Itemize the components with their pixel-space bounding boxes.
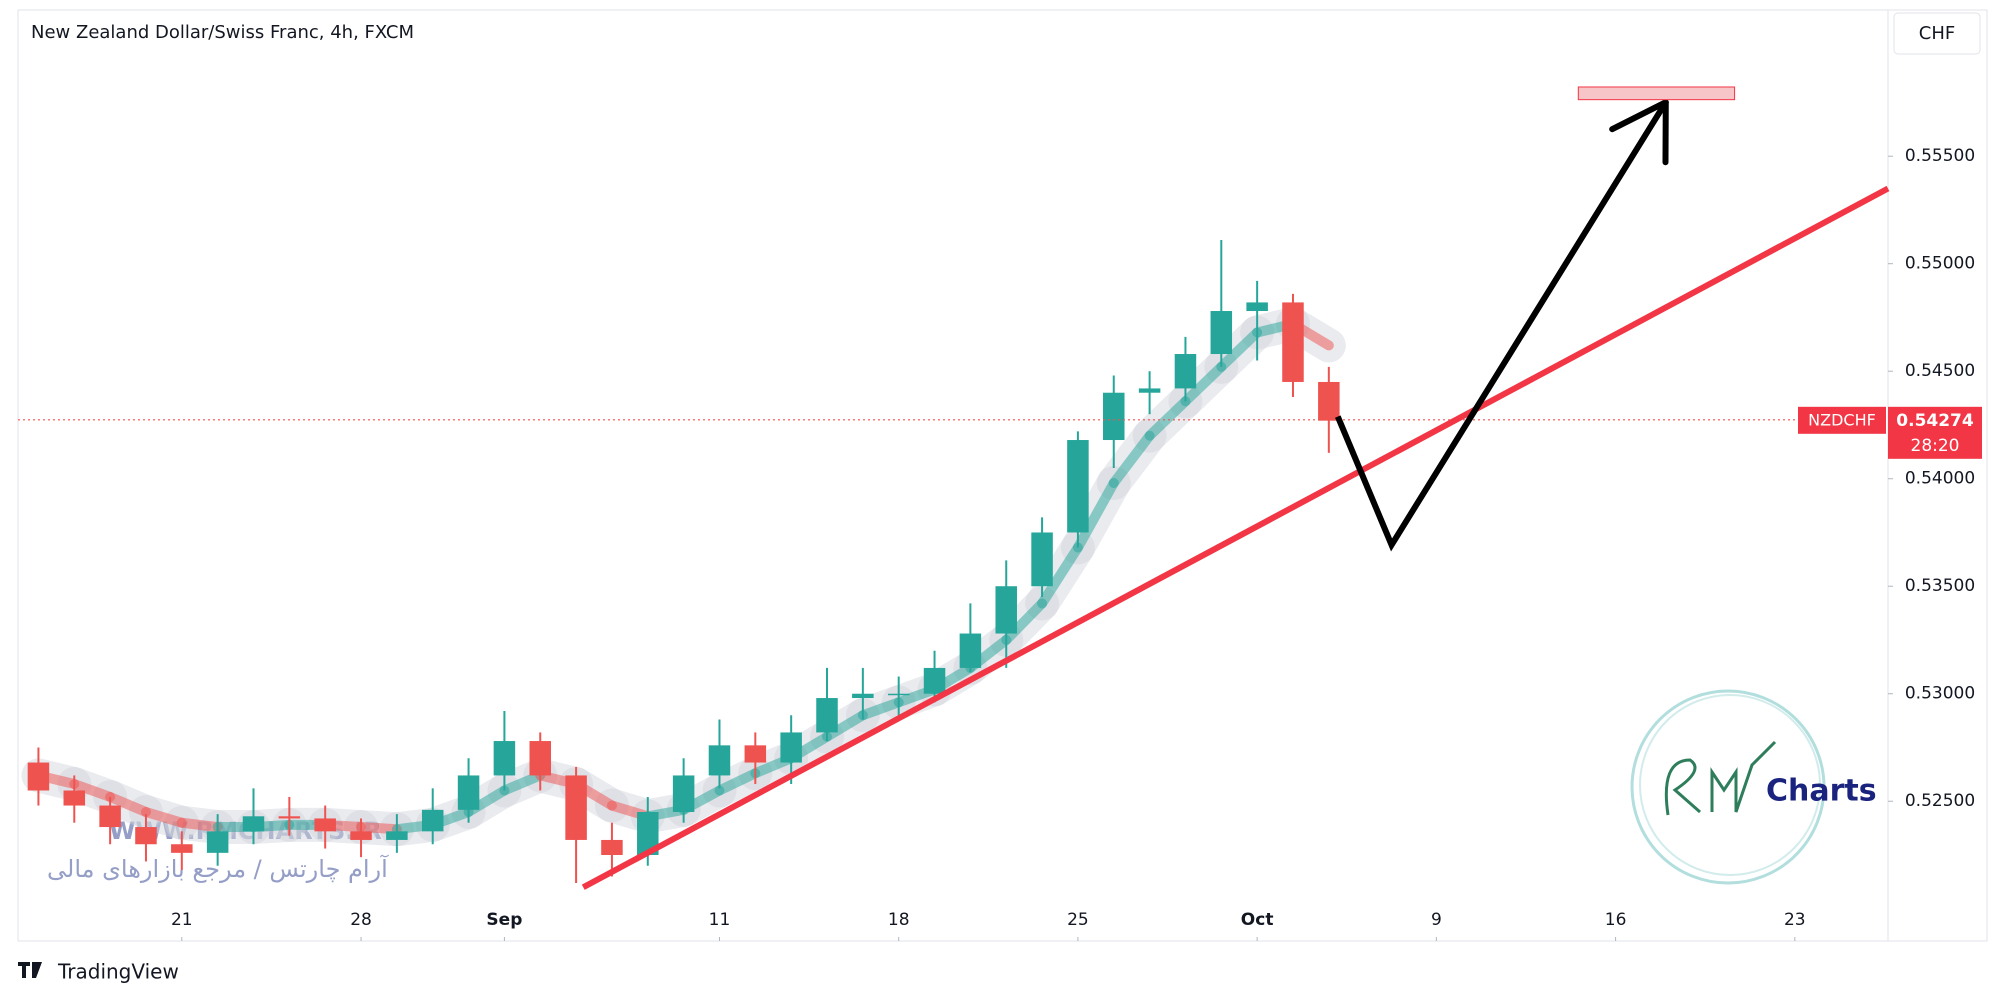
- currency-label[interactable]: CHF: [1919, 23, 1955, 44]
- candle-body: [852, 694, 874, 698]
- y-tick-label: 0.55500: [1905, 146, 1975, 166]
- x-tick-label: 28: [350, 910, 372, 930]
- x-tick-label: 23: [1784, 910, 1806, 930]
- candle-body: [995, 586, 1017, 633]
- candle-body: [673, 775, 695, 812]
- footer-brand: TradingView: [57, 960, 179, 984]
- candle-body: [350, 831, 372, 840]
- price-label: 0.54274: [1896, 411, 1974, 431]
- y-tick-label: 0.55000: [1905, 254, 1975, 274]
- ma-line: [182, 823, 218, 827]
- x-tick-label: 9: [1431, 910, 1442, 930]
- candle-body: [279, 816, 301, 818]
- candle-body: [709, 745, 731, 775]
- symbol-label: NZDCHF: [1808, 410, 1876, 429]
- x-tick-label: 25: [1067, 910, 1089, 930]
- ma-line: [361, 827, 397, 829]
- countdown-label: 28:20: [1911, 436, 1960, 456]
- candle-body: [494, 741, 516, 775]
- candle-body: [1282, 302, 1304, 382]
- candle-body: [135, 827, 157, 844]
- logo-text: Charts: [1766, 774, 1877, 809]
- candle-body: [28, 763, 50, 791]
- candle-body: [243, 816, 265, 831]
- x-tick-label: 18: [888, 910, 910, 930]
- y-tick-label: 0.52500: [1905, 791, 1975, 811]
- candle-body: [601, 840, 623, 855]
- candle-body: [422, 810, 444, 832]
- candle-body: [1211, 311, 1233, 354]
- chart-title: New Zealand Dollar/Swiss Franc, 4h, FXCM: [31, 22, 414, 43]
- candle-body: [1139, 388, 1161, 392]
- x-tick-label: Sep: [486, 910, 522, 930]
- y-tick-label: 0.53000: [1905, 684, 1975, 704]
- chart-frame: [18, 10, 1987, 941]
- candle-body: [1103, 393, 1125, 440]
- candle-body: [565, 775, 587, 840]
- x-tick-label: 11: [709, 910, 731, 930]
- candle-body: [1318, 382, 1340, 421]
- candle-body: [99, 806, 121, 828]
- candle-body: [1175, 354, 1197, 388]
- candle-body: [816, 698, 838, 732]
- candle-body: [458, 775, 480, 809]
- x-tick-label: 16: [1605, 910, 1627, 930]
- candle-body: [314, 818, 336, 831]
- candle-body: [1067, 440, 1089, 532]
- candle-body: [745, 745, 767, 762]
- target-zone: [1578, 87, 1734, 100]
- candle-body: [64, 790, 86, 805]
- candle-body: [207, 831, 229, 853]
- candle-body: [386, 831, 408, 840]
- candle-body: [1246, 302, 1268, 311]
- candle-body: [171, 844, 193, 853]
- y-tick-label: 0.54500: [1905, 361, 1975, 381]
- candle-body: [529, 741, 551, 775]
- candle-body: [1031, 532, 1053, 586]
- y-tick-label: 0.54000: [1905, 469, 1975, 489]
- tradingview-logo: [18, 962, 42, 978]
- candle-body: [780, 732, 802, 762]
- candle-body: [888, 694, 910, 696]
- x-tick-label: 21: [171, 910, 193, 930]
- x-tick-label: Oct: [1241, 910, 1274, 930]
- candle-body: [960, 634, 982, 668]
- y-tick-label: 0.53500: [1905, 576, 1975, 596]
- candle-body: [924, 668, 946, 694]
